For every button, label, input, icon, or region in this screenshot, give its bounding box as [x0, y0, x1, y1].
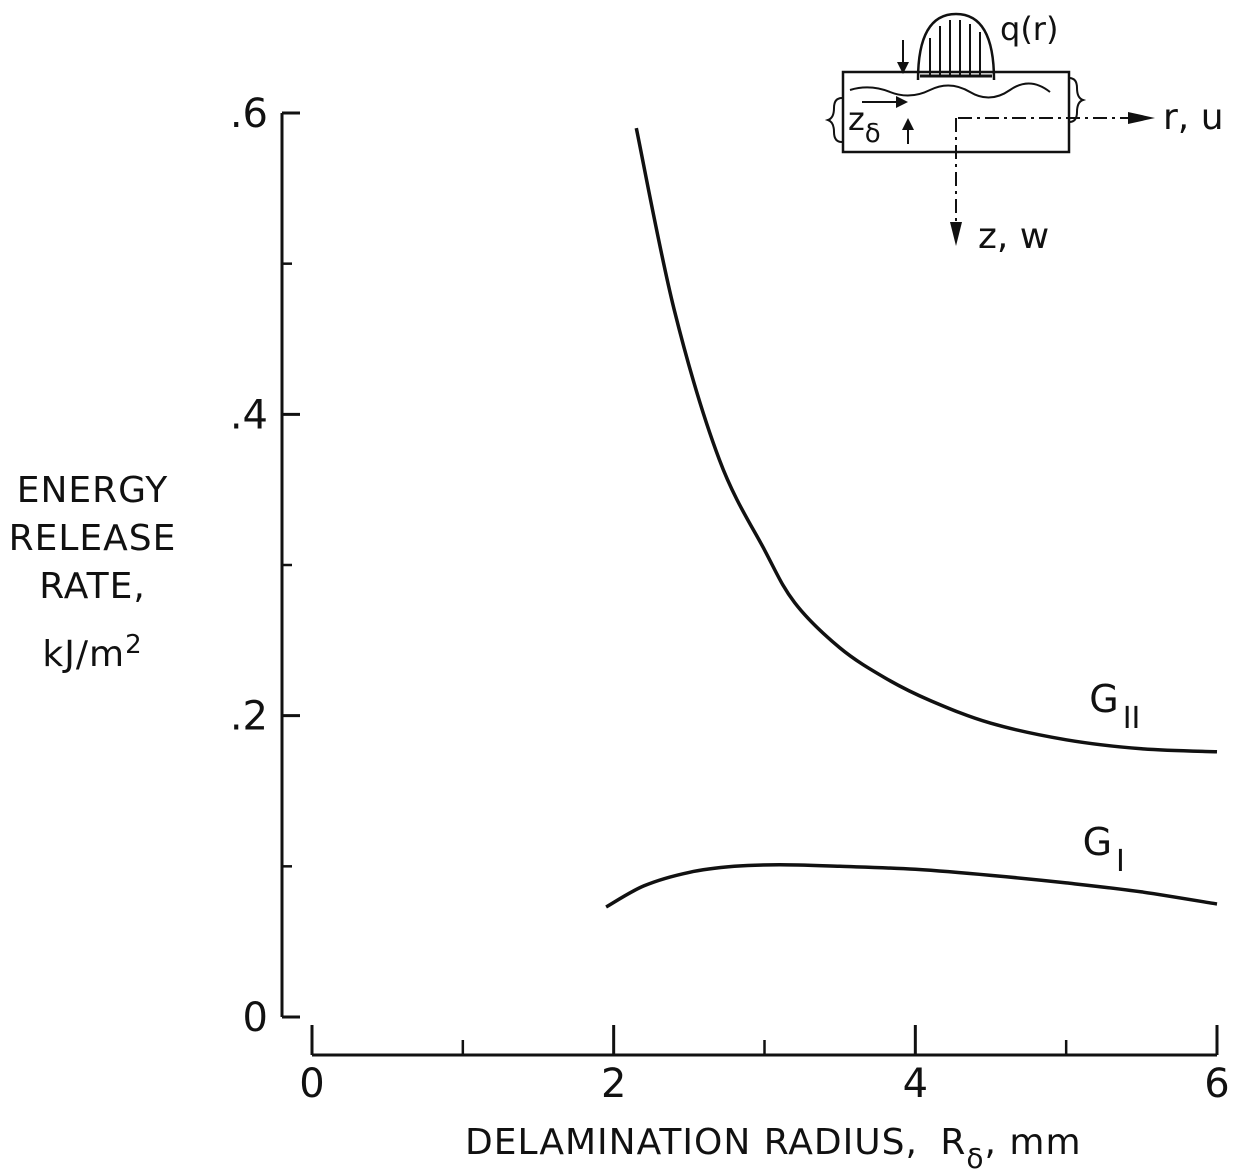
- series-lines: [605, 127, 1218, 909]
- x-axis-label: DELAMINATION RADIUS, Rδ, mm: [465, 1122, 1082, 1175]
- y-axis-label-line2: RELEASE: [8, 518, 177, 559]
- y-axis-label-line3: RATE,: [39, 566, 146, 607]
- x-axis-label-unit: , mm: [985, 1122, 1082, 1163]
- y-tick-label: 0: [243, 995, 268, 1041]
- y-tick-label: .2: [230, 694, 268, 740]
- x-tick-label: 0: [299, 1061, 324, 1107]
- series-line-g-ii: [634, 127, 1218, 754]
- inset-r-axis-head: [1128, 112, 1155, 124]
- y-axis-label-unit: kJ/m2: [0, 624, 185, 676]
- inset-left-brace: [824, 97, 843, 143]
- y-axis-label-line1: ENERGY: [16, 470, 169, 511]
- inset-right-brace: [1068, 77, 1087, 123]
- inset-z-axis-label: z, w: [978, 216, 1049, 257]
- x-tick-label: 6: [1204, 1061, 1229, 1107]
- inset-offset-label: zδ: [848, 100, 881, 149]
- series-line-g-i: [605, 863, 1218, 909]
- y-axis-label-unit-sup: 2: [125, 630, 143, 660]
- inset-load-dome: [916, 12, 996, 81]
- y-axis-label-unit-base: kJ/m: [42, 634, 126, 675]
- inset-load-label: q(r): [1000, 10, 1058, 48]
- x-axis-label-symbol: R: [940, 1122, 966, 1163]
- y-tick-label: .4: [230, 392, 268, 438]
- inset-r-axis-label: r, u: [1163, 97, 1224, 138]
- series-label: G II: [1089, 677, 1140, 736]
- inset-schematic: q(r) r, u z, w zδ: [824, 10, 1224, 257]
- y-ticks: 0 .2 .4 .6: [230, 91, 300, 1041]
- inset-delamination-line: [849, 82, 1051, 99]
- inset-up-arrow-head: [902, 118, 914, 130]
- y-tick-label: .6: [230, 91, 268, 137]
- x-tick-label: 2: [601, 1061, 626, 1107]
- x-axis-label-main: DELAMINATION RADIUS,: [465, 1122, 918, 1163]
- x-axis-label-symbol-sub: δ: [966, 1142, 984, 1175]
- inset-load-arrows: [929, 20, 981, 76]
- inset-offset-arrow-head: [896, 96, 908, 108]
- inset-point-load-head: [897, 62, 909, 74]
- inset-z-axis-head: [950, 222, 962, 246]
- x-ticks: 0 2 4 6: [299, 1025, 1230, 1107]
- x-tick-label: 4: [903, 1061, 928, 1107]
- series-labels: G II G I: [1083, 677, 1141, 879]
